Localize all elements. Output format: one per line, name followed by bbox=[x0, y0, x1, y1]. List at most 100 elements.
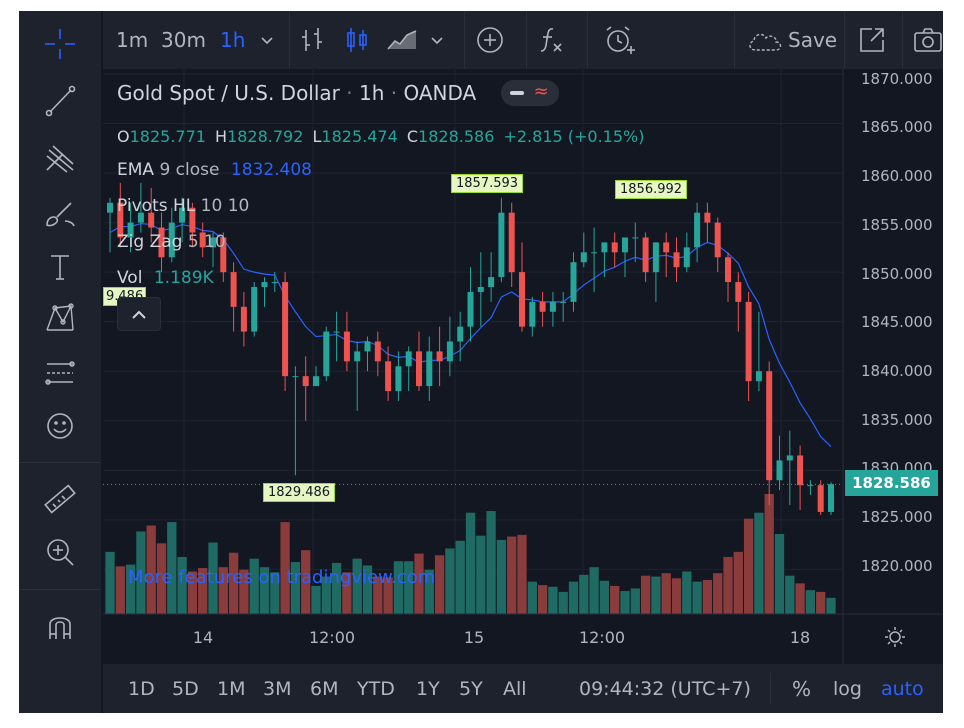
cloud-icon bbox=[749, 33, 782, 51]
candle-body bbox=[714, 222, 721, 258]
candle-body bbox=[292, 376, 299, 378]
wave-icon: ≈ bbox=[533, 80, 549, 102]
volume-bar bbox=[692, 581, 702, 614]
candle-body bbox=[601, 242, 608, 253]
zoom-tool[interactable] bbox=[40, 532, 80, 572]
measure-tool[interactable] bbox=[40, 479, 80, 519]
trend-line-tool[interactable] bbox=[40, 81, 80, 121]
candle-body bbox=[539, 301, 546, 312]
range-1m[interactable]: 1M bbox=[217, 678, 246, 700]
crosshair-tool[interactable] bbox=[40, 24, 80, 64]
ema-name: EMA bbox=[117, 160, 155, 180]
save-label: Save bbox=[788, 28, 838, 52]
candle-body bbox=[199, 232, 206, 248]
indicators-button[interactable] bbox=[536, 11, 568, 69]
brush-tool[interactable] bbox=[40, 194, 80, 234]
trend-line-icon bbox=[45, 85, 76, 117]
volume-bar bbox=[558, 591, 568, 614]
volume-bar bbox=[682, 571, 692, 614]
range-5d[interactable]: 5D bbox=[172, 678, 199, 700]
collapse-legend-button[interactable] bbox=[117, 297, 161, 331]
candle-body bbox=[807, 485, 814, 487]
last-price-label: 1828.586 bbox=[845, 470, 938, 496]
candle-body bbox=[457, 326, 464, 342]
auto-toggle[interactable]: auto bbox=[881, 678, 924, 700]
range-ytd[interactable]: YTD bbox=[357, 678, 395, 700]
range-all[interactable]: All bbox=[503, 678, 527, 700]
volume-bar bbox=[105, 551, 115, 614]
log-toggle[interactable]: log bbox=[833, 678, 862, 700]
ema-legend-row[interactable]: EMA 9 close 1832.408 bbox=[117, 160, 312, 180]
low-value: 1825.474 bbox=[321, 127, 398, 146]
volume-bar bbox=[816, 591, 826, 614]
area-style-button[interactable] bbox=[386, 11, 418, 69]
fullscreen-button[interactable] bbox=[858, 11, 888, 69]
candle-body bbox=[488, 277, 495, 287]
zoom-in-icon bbox=[47, 539, 74, 566]
high-value: 1828.792 bbox=[227, 127, 304, 146]
candle-body bbox=[230, 272, 237, 307]
interval-30m[interactable]: 30m bbox=[161, 28, 206, 52]
volume-bar bbox=[424, 569, 434, 614]
bars-icon bbox=[302, 28, 322, 51]
volume-bar bbox=[579, 574, 589, 614]
low-label: L bbox=[312, 127, 322, 146]
vol-name: Vol bbox=[117, 268, 143, 288]
candles bbox=[107, 182, 834, 515]
chevron-up-icon bbox=[132, 310, 146, 319]
open-label: O bbox=[117, 127, 130, 146]
range-3m[interactable]: 3M bbox=[263, 678, 292, 700]
interval-dropdown[interactable] bbox=[259, 11, 279, 69]
pitchfork-tool[interactable] bbox=[40, 137, 80, 177]
candle-style-button[interactable] bbox=[342, 11, 374, 69]
volume-bar bbox=[455, 540, 465, 614]
range-6m[interactable]: 6M bbox=[310, 678, 339, 700]
candle-body bbox=[694, 212, 701, 248]
zigzag-legend-row[interactable]: Zig Zag 5 10 bbox=[117, 232, 226, 252]
snapshot-button[interactable] bbox=[913, 11, 943, 69]
volume-bar bbox=[208, 542, 218, 614]
candle-body bbox=[333, 331, 340, 333]
alert-button[interactable] bbox=[603, 11, 637, 69]
change-value: +2.815 (+0.15%) bbox=[503, 127, 645, 146]
clock-timezone[interactable]: 09:44:32 (UTC+7) bbox=[579, 678, 751, 700]
interval-1m[interactable]: 1m bbox=[116, 28, 149, 52]
volume-bar bbox=[352, 558, 362, 614]
settings-gear-icon[interactable] bbox=[883, 625, 907, 649]
volume-bar bbox=[218, 567, 228, 614]
legend-toggle-pill[interactable]: ≈ bbox=[500, 79, 559, 106]
candle-body bbox=[642, 237, 649, 273]
candle-body bbox=[137, 212, 144, 223]
volume-bar bbox=[527, 581, 537, 614]
watermark-link[interactable]: More features on tradingview.com bbox=[128, 567, 436, 588]
symbol-name[interactable]: Gold Spot / U.S. Dollar bbox=[117, 81, 340, 105]
pattern-tool[interactable] bbox=[40, 299, 80, 339]
price-tick: 1820.000 bbox=[861, 557, 933, 575]
add-compare-button[interactable] bbox=[475, 11, 507, 69]
bar-style-button[interactable] bbox=[298, 11, 330, 69]
magnet-tool[interactable] bbox=[40, 606, 80, 646]
volume-bar bbox=[826, 597, 836, 614]
price-tick: 1855.000 bbox=[861, 216, 933, 234]
percent-toggle[interactable]: % bbox=[792, 677, 812, 701]
price-tick: 1860.000 bbox=[861, 167, 933, 185]
range-1y[interactable]: 1Y bbox=[416, 678, 440, 700]
emoji-tool[interactable] bbox=[40, 406, 80, 446]
interval-1h[interactable]: 1h bbox=[220, 28, 246, 52]
volume-bar bbox=[342, 572, 352, 614]
zigzag-name: Zig Zag bbox=[117, 232, 183, 252]
candle-body bbox=[549, 301, 556, 312]
chart-type-dropdown[interactable] bbox=[429, 11, 449, 69]
candle-body bbox=[107, 202, 113, 213]
range-5y[interactable]: 5Y bbox=[459, 678, 483, 700]
pivots-params: 10 10 bbox=[200, 196, 250, 216]
vol-legend-row[interactable]: Vol 1.189K bbox=[117, 268, 214, 288]
range-1d[interactable]: 1D bbox=[128, 678, 155, 700]
symbol-interval: 1h bbox=[358, 81, 385, 105]
chart-canvas[interactable] bbox=[19, 11, 943, 713]
save-button[interactable]: Save bbox=[746, 11, 837, 69]
pivots-legend-row[interactable]: Pivots HL 10 10 bbox=[117, 196, 249, 216]
text-tool[interactable] bbox=[40, 247, 80, 287]
candle-body bbox=[189, 207, 196, 233]
prediction-tool[interactable] bbox=[40, 352, 80, 392]
